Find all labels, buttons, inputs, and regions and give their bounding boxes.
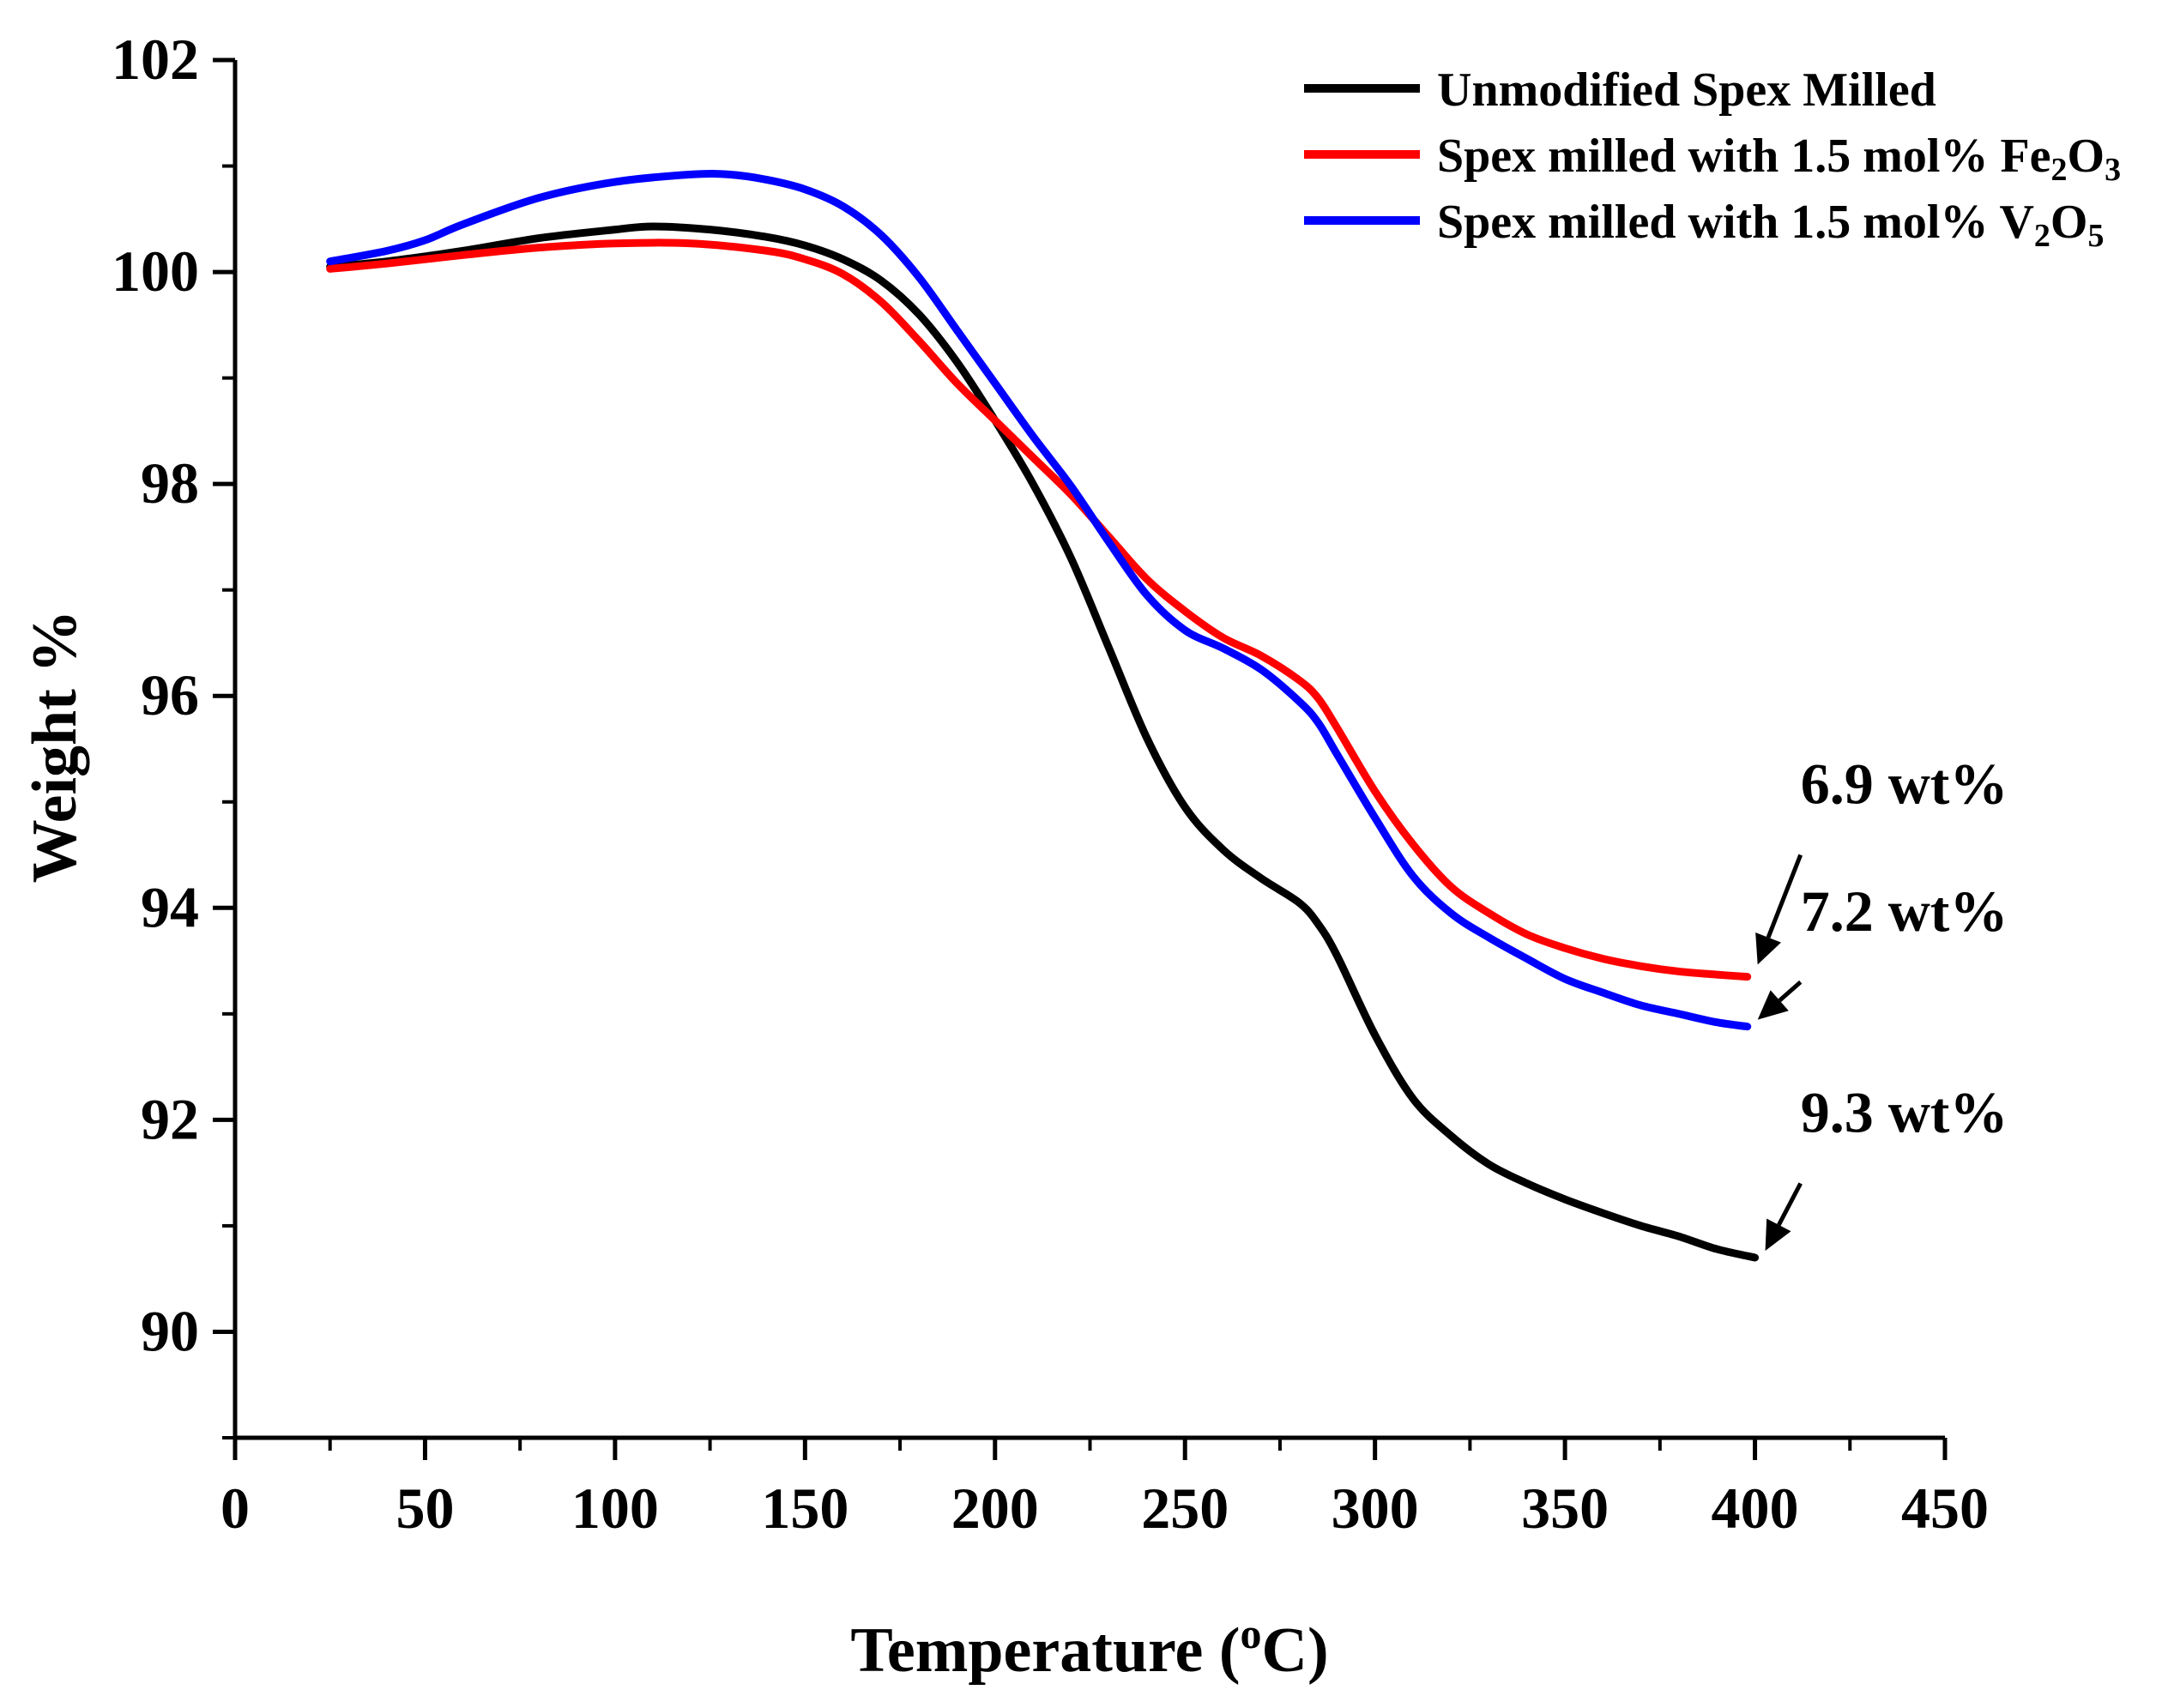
axis-labels: Temperature (oC) Weight %: [20, 610, 1329, 1686]
annotation-label: 7.2 wt%: [1801, 878, 2008, 944]
annotation-arrow-head: [1757, 990, 1789, 1020]
annotation-arrow-head: [1765, 1218, 1791, 1251]
x-tick-label: 450: [1901, 1476, 1989, 1541]
legend-text-part: 2: [2051, 152, 2068, 188]
annotation-arrow-line: [1766, 854, 1803, 938]
legend-text-part: O: [2068, 130, 2105, 183]
series-line-2: [326, 169, 1752, 1031]
annotation-arrow-line: [1777, 1182, 1803, 1227]
x-axis-title-part: Temperature: [850, 1615, 1203, 1686]
series-lines: [326, 169, 1760, 1262]
legend-text-part: Unmodified Spex Milled: [1437, 63, 1936, 117]
x-tick-label: 200: [951, 1476, 1039, 1541]
y-tick-label: 100: [112, 238, 199, 304]
x-tick-label: 150: [761, 1476, 848, 1541]
x-tick-label: 250: [1141, 1476, 1229, 1541]
y-tick-label: 102: [112, 27, 199, 92]
legend-text-part: Spex milled with 1.5 mol% Fe: [1437, 130, 2051, 183]
legend-entry: Unmodified Spex Milled: [1437, 63, 1936, 117]
legend-text-part: 5: [2087, 218, 2104, 254]
x-axis-title-part: (: [1203, 1615, 1240, 1686]
x-tick-label: 100: [571, 1476, 659, 1541]
x-tick-label: 400: [1712, 1476, 1799, 1541]
x-tick-label: 0: [220, 1476, 250, 1541]
legend-text-part: Spex milled with 1.5 mol% V: [1437, 196, 2034, 249]
axes: 0 50 100 150 200 250 300 350 400 450 90 92 94 96 98 100…: [112, 27, 1989, 1541]
x-tick-label: 300: [1332, 1476, 1419, 1541]
legend-text-part: 3: [2105, 152, 2121, 188]
x-tick-label: 50: [396, 1476, 454, 1541]
x-axis-title-part: C): [1262, 1615, 1329, 1686]
annotation-arrow-head: [1755, 932, 1781, 965]
annotations: 6.9 wt% 7.2 wt% 9.3 wt%: [1755, 751, 2008, 1251]
legend-entry: Spex milled with 1.5 mol% Fe2O3: [1437, 130, 2121, 188]
legend-text-part: O: [2050, 196, 2088, 249]
y-tick-label: 92: [141, 1086, 199, 1151]
annotation-arrow-line: [1778, 980, 1803, 1003]
series-line-0: [326, 222, 1760, 1262]
y-tick-label: 98: [141, 450, 199, 516]
annotation-label: 6.9 wt%: [1801, 751, 2008, 817]
y-axis-title: Weight %: [20, 610, 90, 884]
y-tick-label: 94: [141, 874, 199, 939]
x-axis-title-part: o: [1241, 1609, 1262, 1657]
x-tick-label: 350: [1521, 1476, 1609, 1541]
legend: Unmodified Spex Milled Spex milled with 1…: [1304, 63, 2121, 254]
y-tick-label: 90: [141, 1298, 199, 1363]
legend-entry: Spex milled with 1.5 mol% V2O5: [1437, 196, 2104, 254]
annotation-label: 9.3 wt%: [1801, 1080, 2008, 1145]
series-line-1: [326, 238, 1752, 981]
x-axis-title: Temperature (oC): [850, 1609, 1328, 1687]
y-tick-label: 96: [141, 662, 199, 727]
legend-text-part: 2: [2034, 218, 2050, 254]
